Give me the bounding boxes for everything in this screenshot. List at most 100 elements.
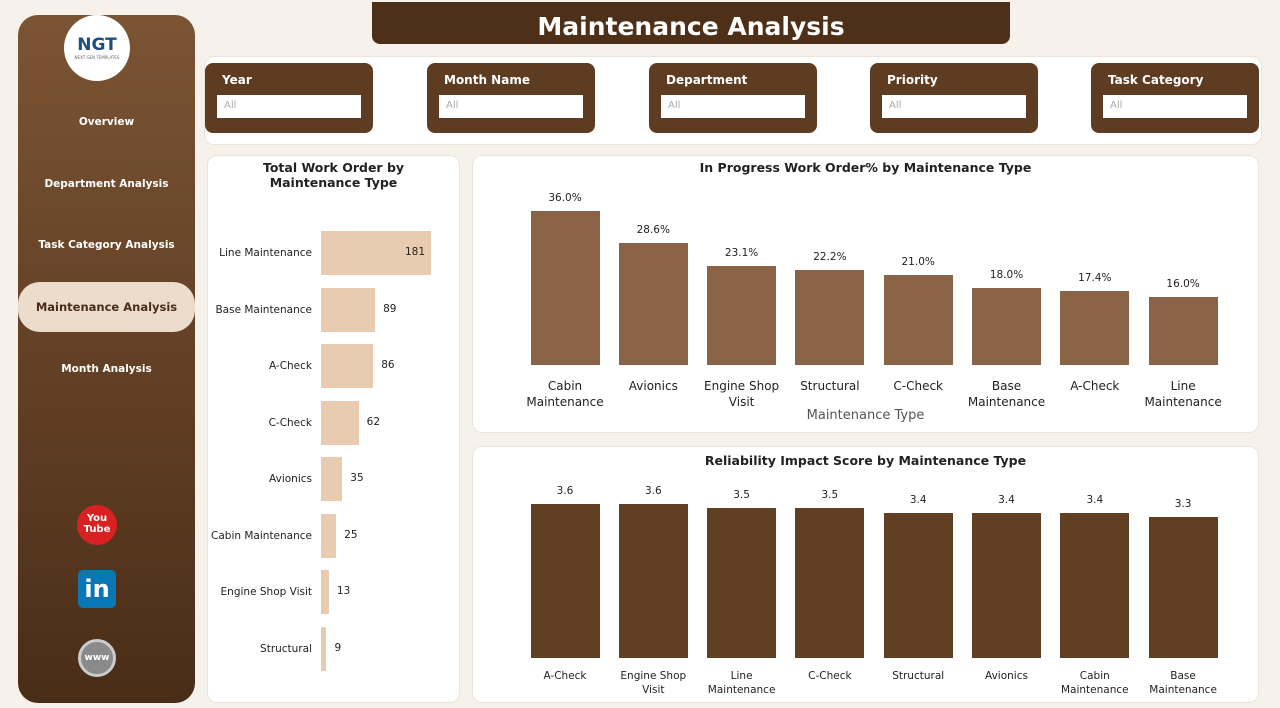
data-label: 25 — [344, 528, 358, 541]
data-label: 3.4 — [909, 493, 927, 506]
filter-label: Year — [222, 73, 252, 87]
x-tick-label: Cabin Maintenance — [1060, 670, 1129, 696]
bar — [707, 266, 777, 365]
nav-item[interactable]: Maintenance Analysis — [18, 282, 195, 332]
filter-dropdown[interactable]: All — [439, 95, 583, 118]
y-tick-label: Structural — [260, 642, 312, 655]
x-tick-label: C-Check — [893, 379, 943, 393]
y-tick-label: Base Maintenance — [215, 303, 312, 316]
x-tick-label: Engine Shop Visit — [620, 670, 687, 696]
y-tick-label: C-Check — [268, 416, 312, 429]
data-label: 22.2% — [813, 251, 847, 264]
bar — [618, 242, 688, 365]
bar — [972, 288, 1041, 365]
filter-label: Priority — [887, 73, 938, 87]
x-tick-label: A-Check — [543, 670, 587, 682]
bar — [1148, 516, 1218, 658]
bar — [618, 504, 688, 658]
filter-dropdown[interactable]: All — [217, 95, 361, 118]
data-label: 3.3 — [1174, 497, 1192, 510]
filter[interactable]: Priority All — [870, 63, 1038, 133]
bar — [321, 626, 327, 671]
bar — [883, 512, 953, 658]
x-tick-label: Structural — [892, 670, 945, 682]
nav-item[interactable]: Overview — [78, 116, 135, 128]
x-tick-label: Cabin Maintenance — [526, 379, 604, 409]
y-tick-label: Avionics — [269, 473, 312, 485]
data-label: 18.0% — [989, 269, 1024, 281]
bar — [321, 231, 431, 275]
chart-title: Reliability Impact Score by Maintenance … — [704, 453, 1027, 468]
bar — [321, 513, 337, 558]
filter-label: Task Category — [1108, 73, 1204, 87]
data-label: 16.0% — [1166, 277, 1200, 290]
x-tick-label: Avionics — [985, 670, 1028, 682]
nav-item[interactable]: Task Category Analysis — [38, 239, 175, 251]
bar — [321, 400, 359, 445]
filter-dropdown[interactable]: All — [882, 95, 1026, 118]
icon-text: You — [86, 513, 108, 524]
icon-text: Tube — [83, 524, 111, 535]
y-tick-label: Engine Shop Visit — [220, 586, 312, 598]
bar — [883, 275, 953, 365]
data-label: 36.0% — [548, 192, 582, 204]
data-label: 23.1% — [724, 247, 759, 260]
data-label: 181 — [404, 246, 425, 258]
linkedin-icon[interactable]: in — [78, 570, 116, 608]
nav-item[interactable]: Department Analysis — [44, 178, 169, 190]
x-tick-label: Engine Shop Visit — [704, 379, 780, 409]
filter[interactable]: Month Name All — [427, 63, 595, 133]
bar — [1060, 290, 1130, 365]
logo-subtext: NEXT GEN TEMPLATES — [74, 55, 120, 60]
data-label: 3.5 — [821, 489, 839, 502]
chart-title: Total Work Order by Maintenance Type — [262, 160, 405, 190]
bar — [795, 508, 865, 658]
bar — [530, 211, 600, 365]
x-tick-label: Base Maintenance — [1149, 670, 1217, 696]
x-tick-label: Base Maintenance — [967, 379, 1046, 409]
bar — [795, 270, 865, 365]
x-tick-label: Line Maintenance — [1144, 379, 1222, 409]
x-tick-label: Structural — [800, 379, 860, 393]
filter-dropdown[interactable]: All — [1103, 95, 1247, 118]
web-icon[interactable]: www — [78, 639, 116, 677]
filter-dropdown[interactable]: All — [661, 95, 805, 118]
bar — [530, 504, 600, 658]
filter-label: Department — [666, 73, 748, 87]
data-label: 3.5 — [733, 489, 750, 502]
x-tick-label: Line Maintenance — [707, 670, 776, 696]
filter[interactable]: Department All — [649, 63, 817, 133]
bar — [321, 570, 329, 614]
data-label: 3.6 — [644, 485, 662, 497]
data-label: 3.4 — [1086, 493, 1104, 506]
bar — [707, 508, 777, 658]
y-tick-label: Line Maintenance — [219, 247, 312, 259]
data-label: 3.6 — [556, 485, 574, 497]
bar — [972, 512, 1041, 658]
nav-item[interactable]: Month Analysis — [61, 363, 152, 375]
bar — [321, 344, 374, 388]
data-label: 35 — [350, 472, 364, 484]
x-tick-label: A-Check — [1070, 379, 1120, 393]
x-axis-title: Maintenance Type — [806, 408, 925, 423]
bar — [1060, 512, 1130, 658]
data-label: 86 — [381, 359, 395, 371]
y-tick-label: Cabin Maintenance — [211, 529, 312, 542]
data-label: 62 — [366, 415, 381, 428]
filter-label: Month Name — [444, 73, 530, 87]
filter[interactable]: Task Category All — [1091, 63, 1259, 133]
x-tick-label: C-Check — [808, 670, 852, 682]
logo-text: NGT — [77, 35, 117, 55]
y-tick-label: A-Check — [268, 360, 312, 372]
data-label: 9 — [334, 641, 342, 654]
x-tick-label: Avionics — [628, 379, 678, 393]
data-label: 89 — [383, 302, 397, 315]
chart-title: In Progress Work Order% by Maintenance T… — [699, 160, 1032, 175]
bar — [321, 457, 343, 501]
youtube-icon[interactable]: You Tube — [77, 505, 117, 545]
filter[interactable]: Year All — [205, 63, 373, 133]
bar — [321, 287, 376, 332]
data-label: 3.4 — [998, 493, 1015, 506]
data-label: 13 — [336, 585, 351, 597]
